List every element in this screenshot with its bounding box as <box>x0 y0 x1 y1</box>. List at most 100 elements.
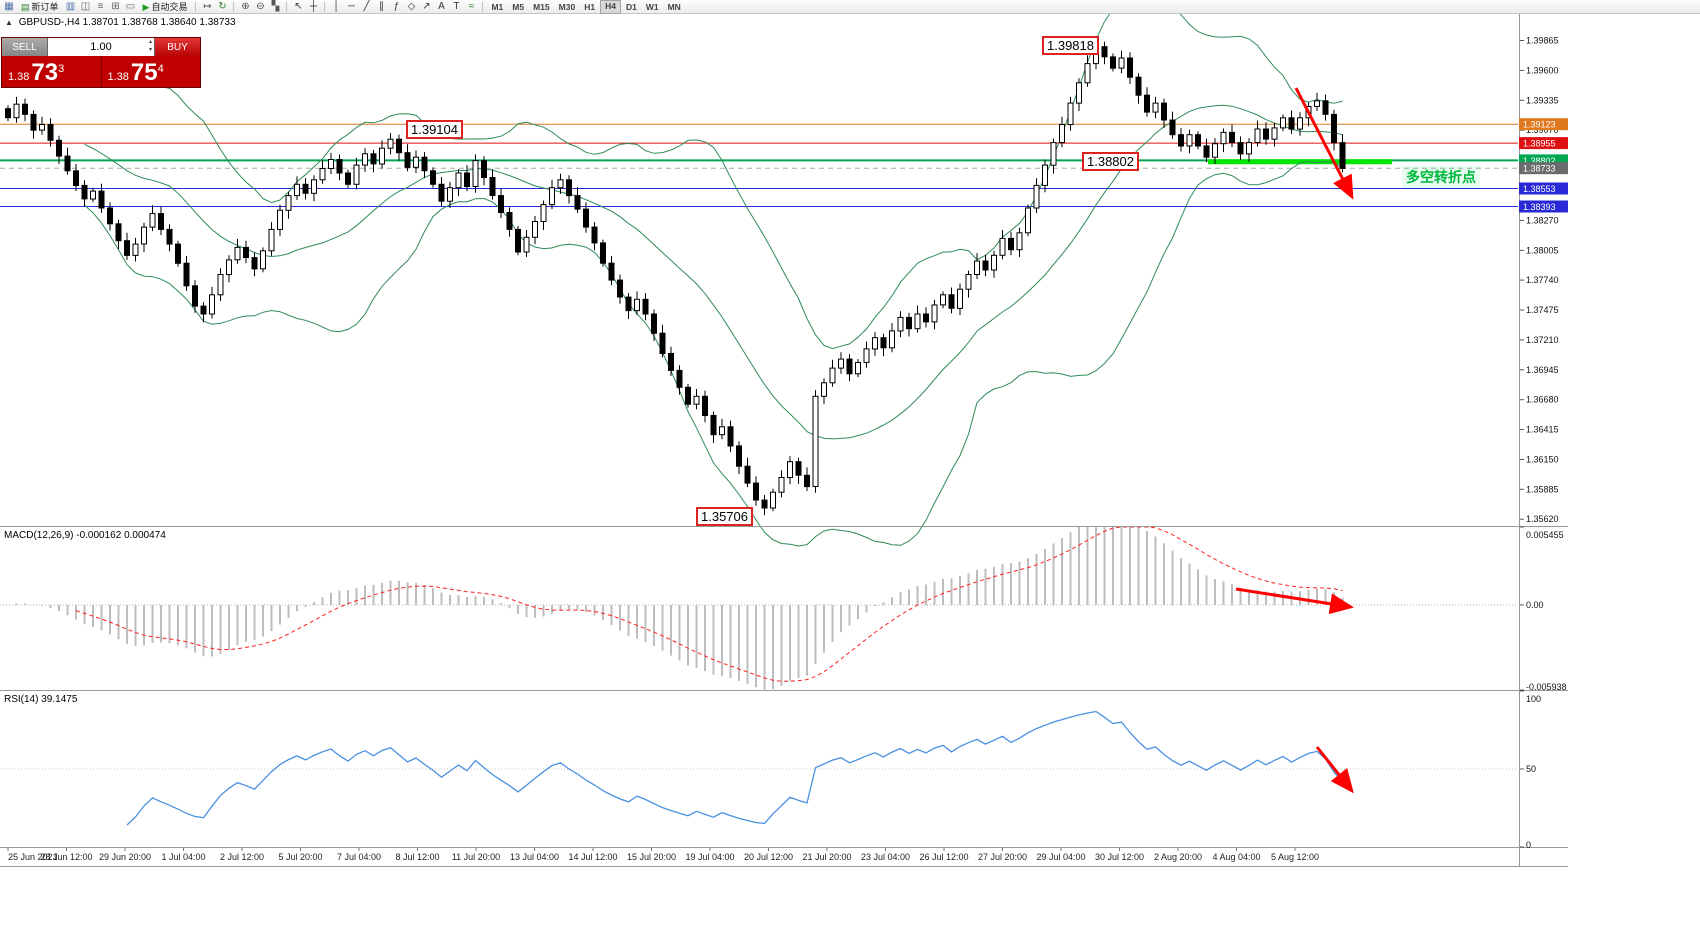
indicators-icon[interactable]: ≈ <box>468 0 475 12</box>
sell-price[interactable]: 1.38 73 3 <box>2 56 101 87</box>
arrow-tool-icon[interactable]: ↗ <box>422 0 431 12</box>
auto-scroll-icon[interactable]: ↻ <box>218 0 227 12</box>
chart-shift-icon[interactable]: ↦ <box>203 0 212 12</box>
text-icon[interactable]: A <box>438 0 445 12</box>
timeframe-button-m30[interactable]: M30 <box>558 1 576 12</box>
candle-body <box>175 243 181 264</box>
time-label: 5 Jul 20:00 <box>278 852 322 862</box>
buy-button[interactable]: BUY <box>155 38 200 56</box>
candle-body <box>1016 232 1023 251</box>
macd-down-arrow[interactable] <box>1235 587 1354 615</box>
candle-body <box>1008 237 1014 251</box>
price-tick-label: 1.38270 <box>1526 215 1559 225</box>
candle-body <box>464 172 470 187</box>
volume-spinner[interactable]: ▴ ▾ <box>148 39 152 53</box>
time-label: 21 Jul 20:00 <box>802 852 851 862</box>
timeframe-button-d1[interactable]: D1 <box>625 1 637 12</box>
candle-body <box>702 395 708 416</box>
price-callout[interactable]: 1.39104 <box>406 120 463 139</box>
candle-body <box>1059 124 1065 143</box>
price-callout[interactable]: 1.35706 <box>696 507 753 526</box>
time-label: 26 Jul 12:00 <box>919 852 968 862</box>
tile-windows-icon[interactable]: ▚ <box>271 0 280 12</box>
buy-price[interactable]: 1.38 75 4 <box>102 56 201 87</box>
macd-label: MACD(12,26,9) -0.000162 0.000474 <box>4 530 166 541</box>
fibonacci-icon[interactable]: ƒ <box>393 0 400 12</box>
crosshair-icon[interactable]: ┼ <box>309 0 318 12</box>
turning-point-annotation[interactable]: 多空转折点 <box>1402 166 1480 188</box>
autotrade-button[interactable]: ▶ 自动交易 <box>139 1 192 13</box>
candle-body <box>940 294 946 306</box>
vertical-line-icon[interactable]: │ <box>333 0 340 12</box>
timeframe-button-mn[interactable]: MN <box>667 1 681 12</box>
price-callout[interactable]: 1.38802 <box>1082 152 1139 171</box>
time-label: 14 Jul 12:00 <box>568 852 617 862</box>
candle-body <box>753 482 759 501</box>
candle-body <box>421 156 428 172</box>
charts-icon[interactable]: ▥ <box>65 0 76 12</box>
sell-price-big: 73 <box>31 59 59 86</box>
timeframe-button-m5[interactable]: M5 <box>512 1 525 12</box>
chart-symbol: GBPUSD-,H4 <box>18 17 80 28</box>
price-tag-label: 1.38955 <box>1523 139 1556 149</box>
volume-input[interactable]: 1.00 ▴ ▾ <box>47 38 155 56</box>
price-callout[interactable]: 1.39818 <box>1042 36 1099 55</box>
oct-toggle-icon[interactable]: ▲ <box>5 18 13 27</box>
terminal-icon[interactable]: ▭ <box>125 0 136 12</box>
candle-body <box>472 160 479 188</box>
candle-body <box>336 159 343 174</box>
price-tick-label: 1.39335 <box>1526 95 1559 105</box>
price-tick-label: 1.36150 <box>1526 455 1559 465</box>
toolbar: ▦ ▤ 新订单 ▥ ◫ ≡ ⊞ ▭ ▶ 自动交易 ↦ ↻ ⊕ ⊖ ▚ ↖ ┼ │ ─ ╱ ∥ ƒ ◇ ↗ A T ≈ M… <box>0 0 1700 14</box>
timeframe-button-m1[interactable]: M1 <box>491 1 504 12</box>
candle-body <box>73 170 79 187</box>
timeframe-button-h4[interactable]: H4 <box>600 0 621 14</box>
zoom-in-icon[interactable]: ⊕ <box>241 0 250 12</box>
candle-body <box>489 177 496 196</box>
timeframe-button-h1[interactable]: H1 <box>584 1 596 12</box>
price-tag <box>1519 118 1568 131</box>
new-order-button[interactable]: ▤ 新订单 <box>17 1 63 13</box>
sell-button[interactable]: SELL <box>2 38 47 56</box>
timeframe-button-m15[interactable]: M15 <box>533 1 550 12</box>
price-tick-label: 1.37475 <box>1526 305 1559 315</box>
navigator-icon[interactable]: ⊞ <box>111 0 120 12</box>
timeframe-button-w1[interactable]: W1 <box>645 1 659 12</box>
trendline-icon[interactable]: ╱ <box>363 0 370 12</box>
price-tick-label: 1.37210 <box>1526 335 1559 345</box>
price-tick-label: 1.37740 <box>1526 275 1559 285</box>
candle-body <box>651 313 657 334</box>
candle-body <box>1246 142 1252 155</box>
candle-body <box>64 155 71 172</box>
price-down-arrow[interactable] <box>1294 87 1354 200</box>
candle-body <box>668 353 674 371</box>
time-label: 11 Jul 20:00 <box>452 852 500 862</box>
zoom-out-icon[interactable]: ⊖ <box>256 0 265 12</box>
price-tag <box>1519 182 1568 195</box>
horizontal-line-icon[interactable]: ─ <box>347 0 356 12</box>
candle-body <box>974 260 980 275</box>
candle-body <box>846 358 853 375</box>
new-chart-icon[interactable]: ▦ <box>4 0 14 12</box>
candle-body <box>1042 164 1048 186</box>
candle-body <box>829 367 836 384</box>
channel-icon[interactable]: ∥ <box>378 0 384 12</box>
candle-body <box>676 369 683 388</box>
candle-body <box>251 257 258 270</box>
candle-body <box>47 124 54 141</box>
rsi-down-arrow[interactable] <box>1315 746 1354 794</box>
candle-body <box>379 147 385 165</box>
candle-body <box>1186 134 1193 147</box>
candle-body <box>914 313 921 330</box>
market-watch-icon[interactable]: ≡ <box>97 0 104 12</box>
candle-body <box>1135 76 1142 96</box>
cursor-icon[interactable]: ↖ <box>294 0 303 12</box>
candle-body <box>804 474 810 488</box>
candle-body <box>795 461 802 476</box>
profiles-icon[interactable]: ◫ <box>80 0 91 12</box>
text-label-icon[interactable]: T <box>453 0 460 12</box>
candle-body <box>13 103 20 119</box>
candle-body <box>685 386 691 405</box>
shapes-icon[interactable]: ◇ <box>407 0 416 12</box>
candle-body <box>710 415 717 436</box>
